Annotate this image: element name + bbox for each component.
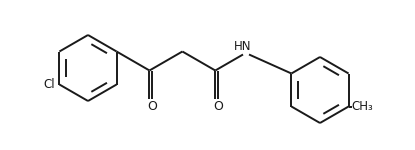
Text: O: O bbox=[213, 100, 223, 114]
Text: O: O bbox=[147, 100, 157, 114]
Text: HN: HN bbox=[234, 40, 252, 54]
Text: CH₃: CH₃ bbox=[352, 100, 374, 113]
Text: Cl: Cl bbox=[44, 78, 56, 91]
